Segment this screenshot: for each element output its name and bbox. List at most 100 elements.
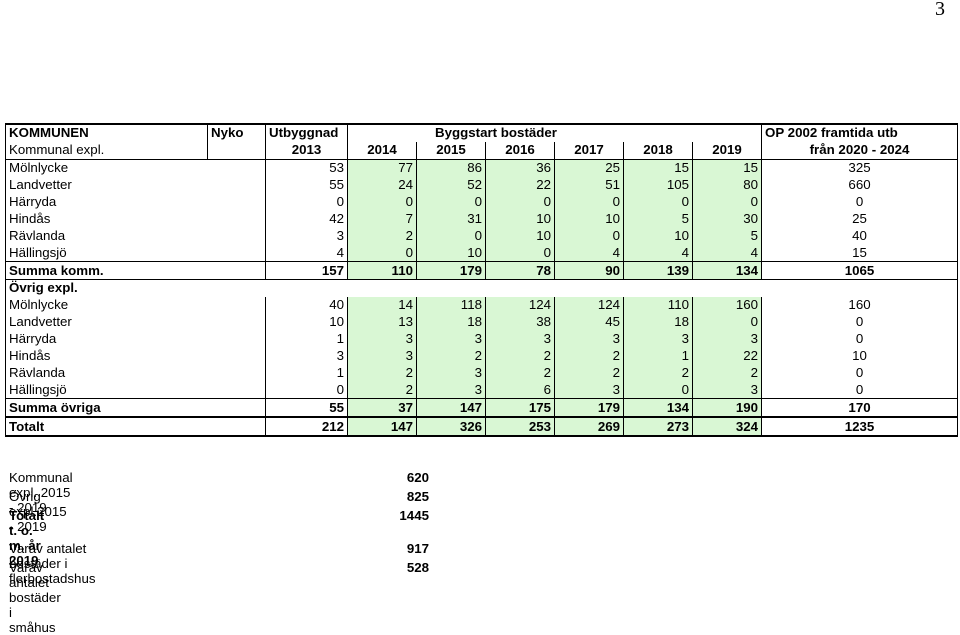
summary-value: 825 [406,489,429,504]
header-byggstart: Byggstart bostäder [346,123,763,142]
row-value: 0 [416,227,486,245]
row-value: 0 [691,193,763,211]
row-value: 3 [485,330,555,348]
table-row: Hällingsjö 0 2 3 6 3 0 3 0 [5,381,959,399]
row-label: Rävlanda [5,364,266,382]
header-year: 2016 [485,141,555,160]
summary-value: 620 [406,470,429,485]
row-label: Landvetter [5,313,266,331]
row-value: 190 [691,398,763,418]
row-value: 90 [554,261,624,281]
header-nyko: Nyko [207,123,266,142]
row-value: 4 [691,244,763,262]
row-value: 5 [691,227,763,245]
row-future-value: 25 [761,210,959,228]
row-value: 139 [623,261,693,281]
row-value: 15 [691,159,763,177]
header-op2002: OP 2002 framtida utb [761,123,959,142]
summary-value: 917 [406,541,429,556]
row-value: 124 [554,296,624,314]
totalt-row: Totalt 212 147 326 253 269 273 324 1235 [5,416,959,438]
row-value: 1 [265,364,348,382]
header-utbyggnad: Utbyggnad [265,123,348,142]
row-label: Mölnlycke [5,296,266,314]
row-value: 30 [691,210,763,228]
summa-komm-row: Summa komm. 157 110 179 78 90 139 134 1065 [5,261,959,281]
row-value: 273 [623,416,693,438]
header-kommunen: KOMMUNEN [5,123,208,142]
row-value: 269 [554,416,624,438]
row-value: 18 [623,313,693,331]
summa-ovriga-row: Summa övriga 55 37 147 175 179 134 190 170 [5,398,959,418]
row-value: 3 [265,227,348,245]
row-value: 134 [691,261,763,281]
housing-table: KOMMUNEN Nyko Utbyggnad Byggstart bostäder O… [4,123,959,438]
row-value: 0 [485,244,555,262]
page-number: 3 [935,0,945,20]
row-value: 15 [623,159,693,177]
row-value: 0 [347,193,417,211]
row-value: 110 [347,261,417,281]
row-value: 160 [691,296,763,314]
row-value: 2 [623,364,693,382]
row-label: Summa övriga [5,398,266,418]
row-value: 2 [347,381,417,399]
row-value: 2 [554,347,624,365]
summary-value: 1445 [399,508,429,523]
summary-label: Totalt t. o. m. år 2019 [9,508,45,568]
row-value: 3 [623,330,693,348]
row-value: 0 [623,381,693,399]
row-value: 18 [416,313,486,331]
row-value: 0 [347,244,417,262]
row-value: 55 [265,398,348,418]
row-future-value: 0 [761,330,959,348]
row-value: 147 [416,398,486,418]
table-row: Mölnlycke 53 77 86 36 25 15 15 325 [5,159,959,177]
header-year: 2018 [623,141,693,160]
row-value: 326 [416,416,486,438]
row-future-value: 660 [761,176,959,194]
row-value: 147 [347,416,417,438]
table-row: Härryda 0 0 0 0 0 0 0 0 [5,193,959,211]
row-value: 10 [485,210,555,228]
header-year: 2014 [347,141,417,160]
row-label: Hällingsjö [5,381,266,399]
row-value: 14 [347,296,417,314]
row-value: 2 [347,227,417,245]
row-value: 80 [691,176,763,194]
header-year: 2019 [691,141,763,160]
header-year: 2015 [416,141,486,160]
row-value: 31 [416,210,486,228]
row-label: Totalt [5,416,266,438]
table-row: Rävlanda 1 2 3 2 2 2 2 0 [5,364,959,382]
row-value: 38 [485,313,555,331]
row-value: 124 [485,296,555,314]
row-value: 2 [347,364,417,382]
row-value: 7 [347,210,417,228]
row-value: 0 [554,227,624,245]
row-value: 324 [691,416,763,438]
row-value: 10 [623,227,693,245]
row-future-value: 0 [761,313,959,331]
summary-value: 528 [406,560,429,575]
table-row: Landvetter 10 13 18 38 45 18 0 0 [5,313,959,331]
header-year: 2013 [265,141,348,160]
row-value: 0 [265,193,348,211]
row-value: 0 [485,193,555,211]
row-value: 0 [623,193,693,211]
row-value: 4 [554,244,624,262]
row-label: Härryda [5,193,266,211]
row-value: 10 [265,313,348,331]
header-row-1: KOMMUNEN Nyko Utbyggnad Byggstart bostäder O… [5,123,959,142]
row-value: 2 [554,364,624,382]
row-value: 22 [485,176,555,194]
header-row-2: Kommunal expl. 2013 2014 2015 2016 2017 2018 20… [5,141,959,160]
row-value: 40 [265,296,348,314]
row-value: 3 [691,330,763,348]
ovrig-expl-header: Övrig expl. [4,279,959,297]
row-value: 3 [265,347,348,365]
row-future-value: 170 [761,398,959,418]
row-value: 13 [347,313,417,331]
row-value: 118 [416,296,486,314]
row-value: 10 [554,210,624,228]
